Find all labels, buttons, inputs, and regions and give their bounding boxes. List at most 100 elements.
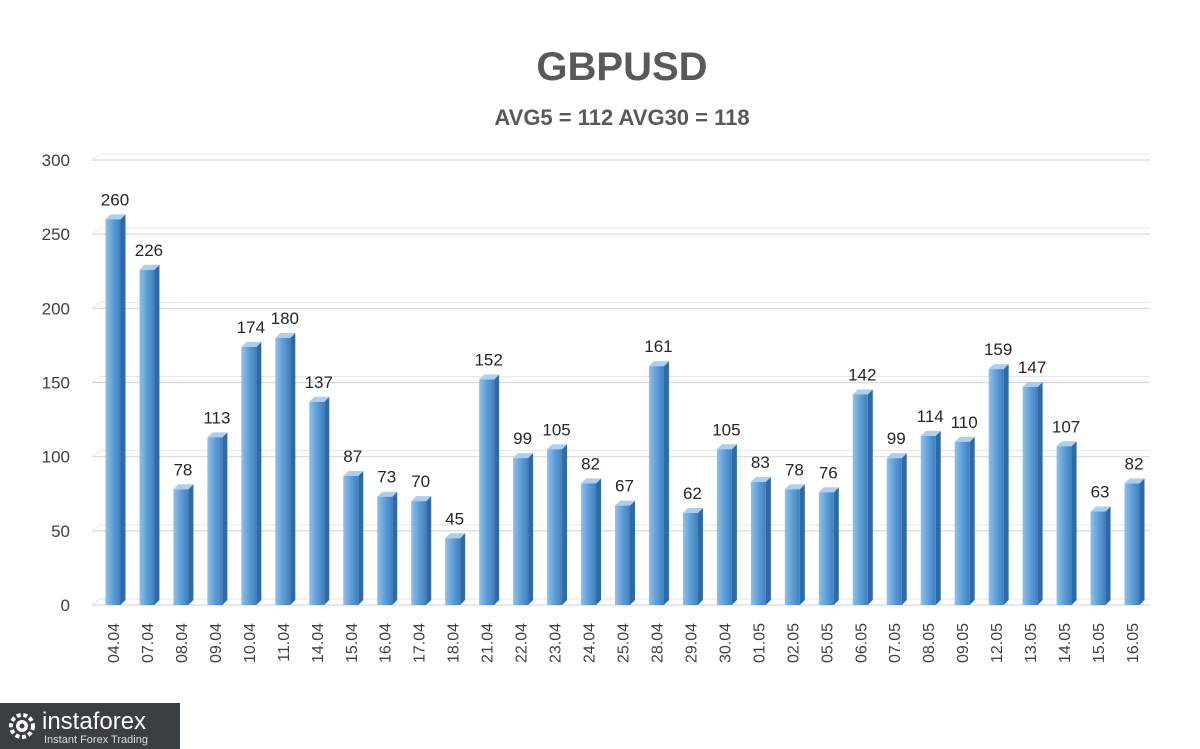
- bar-side: [188, 484, 194, 605]
- bar-front: [411, 501, 427, 605]
- data-labels: 260 226 78 113 174 180 137 87 73 70 45 152 99 105 82 67…: [101, 190, 1144, 528]
- bar-top: [784, 484, 805, 490]
- bar-29.04: [682, 508, 703, 605]
- y-tick-label: 150: [42, 374, 70, 393]
- bar-top: [920, 430, 941, 436]
- bar-side: [120, 214, 126, 606]
- bar-top: [954, 436, 975, 442]
- bar-front: [343, 475, 359, 605]
- bar-14.05: [1056, 441, 1077, 605]
- bar-front: [818, 492, 834, 605]
- gridline-depth-250: [91, 227, 1150, 235]
- bar-side: [460, 533, 466, 605]
- bar-top: [648, 361, 669, 367]
- bar-top: [852, 389, 873, 395]
- data-label: 180: [271, 309, 299, 328]
- bar-front: [1022, 386, 1038, 605]
- data-label: 67: [615, 477, 634, 496]
- bar-side: [596, 478, 602, 605]
- bar-front: [309, 401, 325, 605]
- bar-side: [222, 432, 228, 605]
- bar-front: [445, 538, 461, 605]
- data-label: 78: [785, 460, 804, 479]
- bar-04.04: [105, 214, 126, 606]
- bar-25.04: [615, 500, 635, 605]
- x-tick-label: 29.04: [683, 623, 700, 663]
- data-label: 76: [819, 463, 838, 482]
- bar-09.04: [207, 432, 228, 605]
- x-tick-label: 25.04: [616, 623, 633, 663]
- data-label: 226: [135, 241, 163, 260]
- bar-front: [547, 449, 563, 605]
- bar-top: [750, 476, 771, 482]
- y-tick-label: 200: [42, 299, 70, 318]
- data-label: 83: [751, 453, 770, 472]
- bar-side: [1105, 506, 1111, 605]
- bar-side: [867, 389, 873, 605]
- bar-23.04: [547, 444, 568, 605]
- gridline-depth-150: [91, 376, 1150, 383]
- bar-top: [1022, 381, 1043, 387]
- bar-07.04: [139, 264, 160, 605]
- bar-top: [343, 470, 364, 476]
- bar-side: [528, 453, 534, 605]
- data-label: 62: [683, 484, 702, 503]
- chart-subtitle: AVG5 = 112 AVG30 = 118: [494, 105, 749, 130]
- chart-title: GBPUSD: [536, 45, 707, 89]
- bar-top: [173, 484, 194, 490]
- bar-top: [241, 341, 262, 347]
- x-tick-label: 09.04: [208, 623, 225, 663]
- bar-top: [682, 508, 703, 514]
- bar-top: [886, 453, 907, 459]
- data-label: 110: [951, 413, 978, 432]
- gridlines: [91, 153, 1150, 606]
- bar-09.05: [954, 436, 975, 605]
- bar-front: [852, 394, 868, 605]
- bar-side: [324, 396, 330, 605]
- logo-tagline: Instant Forex Trading: [44, 734, 148, 746]
- bar-front: [207, 437, 223, 605]
- bar-13.05: [1022, 381, 1043, 605]
- bar-side: [1071, 441, 1077, 605]
- data-label: 99: [887, 429, 906, 448]
- bar-side: [426, 496, 432, 605]
- bar-front: [648, 366, 664, 605]
- bar-front: [275, 338, 291, 605]
- x-tick-label: 22.04: [514, 623, 531, 663]
- bar-22.04: [513, 453, 534, 605]
- bar-top: [988, 364, 1009, 370]
- data-label: 82: [1125, 454, 1144, 473]
- bar-16.05: [1124, 478, 1145, 605]
- bar-12.05: [988, 364, 1009, 605]
- bar-02.05: [784, 484, 805, 605]
- bar-front: [750, 481, 766, 605]
- bar-15.04: [343, 470, 364, 605]
- data-label: 174: [237, 318, 265, 337]
- bar-16.04: [377, 491, 398, 605]
- bar-17.04: [411, 496, 432, 605]
- data-label: 107: [1052, 417, 1080, 436]
- x-tick-label: 16.04: [378, 623, 395, 663]
- y-axis-ticks: 0 50 100 150 200 250 300: [42, 151, 70, 615]
- bar-front: [1090, 511, 1106, 605]
- gear-logo-icon: [9, 713, 35, 739]
- bar-side: [630, 500, 635, 605]
- x-tick-label: 08.05: [921, 623, 938, 663]
- bar-top: [207, 432, 228, 438]
- data-label: 137: [305, 373, 333, 392]
- bar-top: [513, 453, 534, 459]
- data-label: 78: [173, 460, 192, 479]
- data-label: 63: [1091, 483, 1110, 502]
- bar-side: [935, 430, 941, 605]
- x-tick-label: 11.04: [276, 623, 293, 662]
- bar-top: [1124, 478, 1145, 484]
- bar-10.04: [241, 341, 262, 605]
- bar-05.05: [818, 487, 839, 605]
- bar-14.04: [309, 396, 330, 605]
- bar-side: [290, 333, 296, 605]
- x-tick-label: 09.05: [955, 623, 972, 663]
- data-label: 113: [203, 408, 230, 427]
- logo-name: instaforex: [42, 708, 147, 735]
- bar-front: [920, 435, 936, 605]
